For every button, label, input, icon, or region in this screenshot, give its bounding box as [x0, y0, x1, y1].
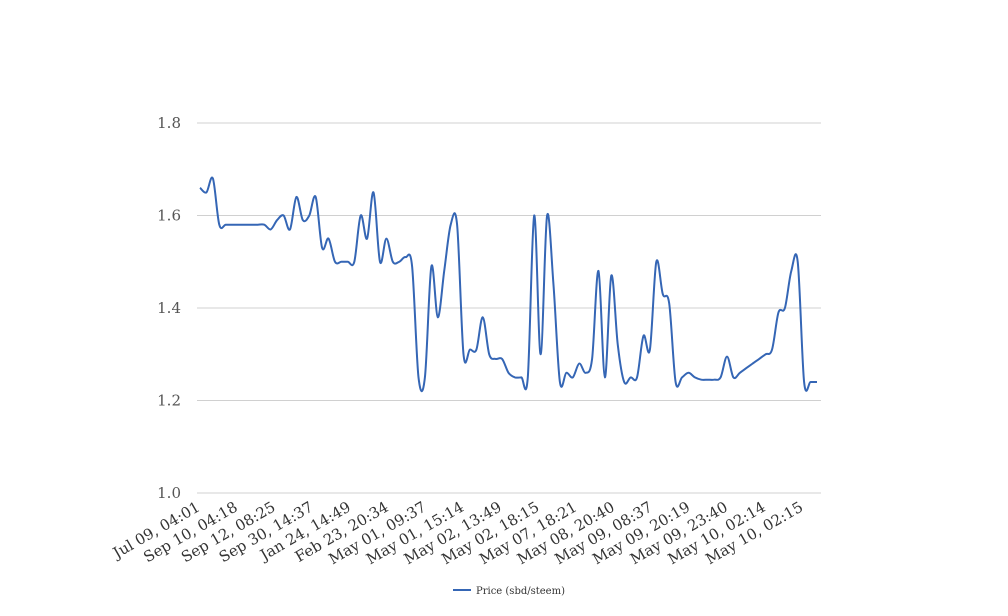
y-tick-label: 1.8: [157, 114, 181, 132]
legend-label: Price (sbd/steem): [476, 586, 565, 597]
y-tick-label: 1.6: [157, 207, 181, 225]
series-layer: [199, 176, 817, 393]
y-tick-label: 1.4: [157, 299, 181, 317]
legend: Price (sbd/steem): [453, 586, 565, 597]
y-tick-label: 1.0: [157, 484, 181, 502]
gridlines: [197, 122, 821, 494]
y-axis-ticks: 1.0 1.2 1.4 1.6 1.8: [157, 114, 181, 502]
series-line-0: [199, 176, 817, 393]
y-tick-label: 1.2: [157, 392, 181, 410]
